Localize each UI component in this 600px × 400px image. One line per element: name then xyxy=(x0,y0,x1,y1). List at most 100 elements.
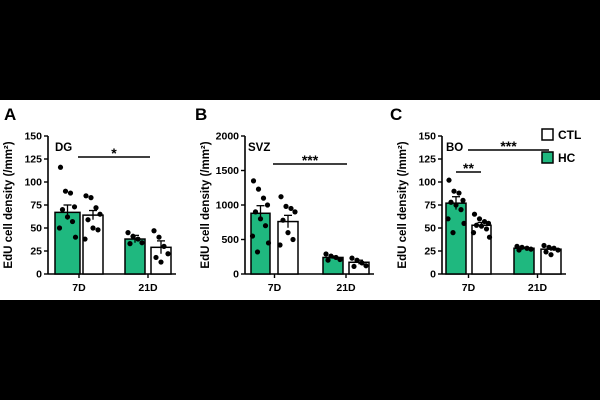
legend-swatch-hc xyxy=(541,151,554,164)
data-point xyxy=(249,233,256,239)
data-point xyxy=(125,230,131,236)
y-tick-label: 100 xyxy=(24,177,42,189)
data-point xyxy=(69,218,76,225)
data-point xyxy=(453,202,459,208)
data-point xyxy=(161,243,167,249)
data-point xyxy=(280,217,286,223)
y-tick-label: 25 xyxy=(30,246,42,258)
data-point xyxy=(262,223,269,229)
data-point xyxy=(283,203,289,209)
data-point xyxy=(252,209,259,215)
data-point xyxy=(88,195,94,201)
bar-hc-7d xyxy=(445,202,467,275)
y-tick-label: 0 xyxy=(430,269,436,281)
panel-c: C EdU cell density (/mm²) 0 25 50 75 100 125 150… xyxy=(390,105,566,294)
data-point xyxy=(483,226,490,232)
data-point xyxy=(543,249,549,255)
data-point xyxy=(555,247,561,253)
data-point xyxy=(528,246,534,252)
significance-label: *** xyxy=(302,152,319,168)
x-category-label: 21D xyxy=(528,282,548,294)
significance-label: * xyxy=(111,145,117,161)
y-axis-label: EdU cell density (/mm²) xyxy=(200,141,212,268)
data-point xyxy=(95,227,101,233)
y-tick-label: 50 xyxy=(424,223,436,235)
data-point xyxy=(516,247,522,253)
panel-a: A EdU cell density (/mm²) 0 25 50 75 100 125 150… xyxy=(3,105,176,294)
data-point xyxy=(93,205,99,211)
y-tick-label: 25 xyxy=(424,246,436,258)
data-point xyxy=(139,240,145,246)
y-tick-label: 100 xyxy=(418,177,436,189)
data-point xyxy=(64,214,71,220)
data-point xyxy=(451,188,457,194)
data-point xyxy=(473,222,480,228)
y-tick-label: 500 xyxy=(221,234,239,246)
data-point xyxy=(481,218,488,225)
data-point xyxy=(485,220,492,226)
panel-letter: B xyxy=(195,105,207,124)
data-point xyxy=(260,195,267,201)
data-point xyxy=(135,236,141,242)
data-point xyxy=(446,177,452,183)
region-label: SVZ xyxy=(248,142,270,154)
data-point xyxy=(337,256,343,263)
data-point xyxy=(476,216,483,222)
significance-label: ** xyxy=(463,160,474,176)
bar-ctl-7d xyxy=(277,220,299,275)
data-point xyxy=(323,251,329,257)
y-tick-label: 150 xyxy=(24,131,42,143)
data-point xyxy=(56,225,63,231)
y-tick-label: 50 xyxy=(30,223,42,235)
data-point xyxy=(265,240,272,246)
data-point xyxy=(278,194,284,200)
data-point xyxy=(67,190,74,196)
data-point xyxy=(255,186,262,192)
y-tick-label: 125 xyxy=(418,154,436,166)
data-point xyxy=(292,209,298,215)
data-point xyxy=(460,197,466,203)
data-point xyxy=(97,211,103,217)
data-point xyxy=(264,202,271,208)
data-point xyxy=(72,234,79,240)
data-point xyxy=(524,245,530,251)
data-point xyxy=(254,249,261,255)
data-point xyxy=(85,217,91,223)
data-point xyxy=(156,234,162,240)
significance-label: *** xyxy=(500,138,517,154)
data-point xyxy=(359,260,365,266)
data-point xyxy=(82,236,88,242)
data-point xyxy=(458,207,464,213)
x-category-label: 21D xyxy=(336,282,356,294)
data-point xyxy=(151,228,157,234)
region-label: BO xyxy=(446,142,463,154)
panel-letter: A xyxy=(4,105,16,124)
legend-label-ctl: CTL xyxy=(558,128,581,142)
x-category-label: 7D xyxy=(462,282,476,294)
data-point xyxy=(328,253,334,259)
data-point xyxy=(448,199,454,205)
data-point xyxy=(541,242,547,249)
legend-swatch-ctl xyxy=(541,128,554,141)
data-point xyxy=(486,234,493,240)
data-point xyxy=(257,216,264,222)
data-point xyxy=(90,225,96,231)
data-point xyxy=(354,257,360,263)
y-tick-label: 0 xyxy=(233,269,239,281)
data-point xyxy=(59,207,66,213)
data-point xyxy=(277,242,283,248)
data-point xyxy=(57,164,64,170)
data-point xyxy=(83,193,89,199)
data-point xyxy=(285,230,291,236)
y-tick-label: 150 xyxy=(418,131,436,143)
data-point xyxy=(445,216,451,222)
data-point xyxy=(71,204,78,210)
y-tick-label: 0 xyxy=(36,269,42,281)
y-tick-label: 125 xyxy=(24,154,42,166)
x-category-label: 21D xyxy=(138,282,158,294)
data-point xyxy=(450,230,456,236)
y-tick-label: 1000 xyxy=(216,200,240,212)
x-category-label: 7D xyxy=(268,282,282,294)
panel-letter: C xyxy=(390,105,402,124)
